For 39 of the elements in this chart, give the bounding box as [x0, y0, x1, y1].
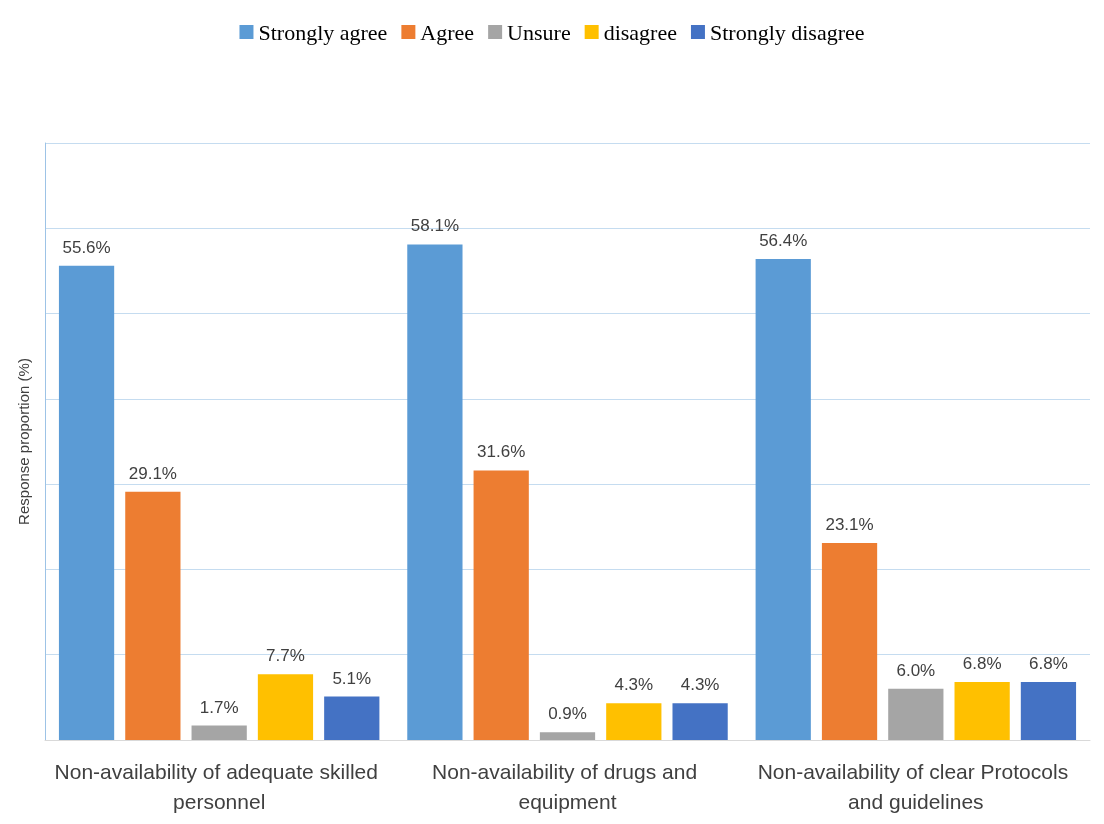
- bar: [888, 688, 944, 740]
- x-tick-label: Non-availability of adequate skilled personnel: [54, 759, 384, 813]
- legend-label: Agree: [420, 19, 475, 45]
- legend-label: Strongly agree: [258, 19, 388, 45]
- data-label: 7.7%: [266, 646, 305, 666]
- data-label: 31.6%: [477, 442, 526, 462]
- bar: [407, 244, 463, 740]
- data-label: 29.1%: [128, 463, 177, 483]
- legend-label: disagree: [603, 19, 677, 45]
- data-label: 4.3%: [680, 675, 720, 695]
- data-label: 23.1%: [825, 514, 874, 534]
- data-label: 55.6%: [62, 237, 111, 257]
- bar: [191, 725, 247, 740]
- bar: [672, 703, 728, 740]
- legend-label: Strongly disagree: [709, 19, 865, 45]
- data-label: 56.4%: [759, 230, 808, 250]
- data-label: 4.3%: [614, 675, 654, 695]
- bar: [606, 703, 662, 740]
- bar: [58, 265, 115, 740]
- bar: [473, 470, 529, 740]
- data-label: 5.1%: [332, 668, 372, 688]
- bar: [821, 542, 878, 740]
- data-label: 1.7%: [199, 697, 239, 717]
- bar: [755, 258, 811, 740]
- bar: [324, 696, 380, 740]
- data-label: 6.8%: [962, 654, 1002, 674]
- x-tick-label: Non-availability of clear Protocols and guidelines: [757, 759, 1074, 813]
- bar: [539, 732, 596, 740]
- bar: [125, 491, 181, 740]
- bar: [954, 682, 1010, 740]
- bar: [1020, 682, 1077, 740]
- legend-label: Unsure: [507, 19, 571, 45]
- x-tick-label: Non-availability of drugs and equipment: [432, 759, 703, 813]
- data-label: 6.0%: [896, 660, 936, 680]
- y-axis-title: Response proportion (%): [15, 358, 32, 525]
- data-label: 6.8%: [1029, 654, 1068, 674]
- data-label: 58.1%: [410, 216, 459, 236]
- bar: [257, 674, 314, 740]
- data-label: 0.9%: [548, 704, 587, 724]
